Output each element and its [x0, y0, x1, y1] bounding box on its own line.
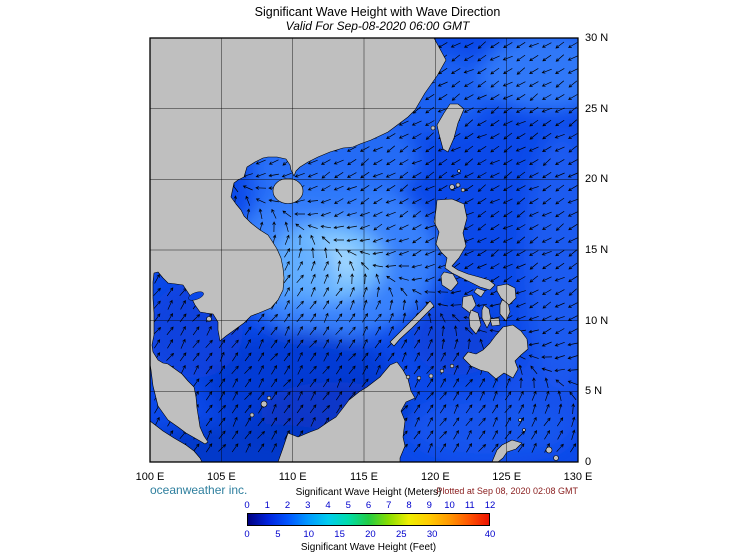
lon-label: 100 E	[135, 471, 165, 483]
meters-tick: 0	[244, 500, 250, 511]
lat-label: 30 N	[585, 32, 609, 44]
meters-tick: 6	[365, 500, 372, 511]
land-masses	[150, 38, 559, 462]
feet-tick: 10	[303, 529, 315, 540]
feet-tick: 0	[244, 529, 250, 540]
legend-meters-ticks: 0 1 2 3 4 5 6 7 8 9 10 11 12	[244, 500, 495, 511]
lon-label: 110 E	[278, 471, 307, 483]
meters-tick: 2	[284, 500, 291, 511]
lat-label: 15 N	[585, 244, 609, 256]
meters-tick: 4	[325, 500, 331, 511]
meters-tick: 11	[464, 500, 475, 511]
legend-feet-ticks: 0 5 10 15 20 25 30 40	[244, 529, 495, 540]
map-layers	[150, 38, 578, 462]
lon-label: 115 E	[350, 471, 378, 483]
plotted-timestamp: Plotted at Sep 08, 2020 02:08 GMT	[436, 486, 578, 496]
meters-tick: 7	[386, 500, 392, 511]
feet-tick: 20	[365, 529, 376, 540]
feet-tick: 15	[334, 529, 345, 540]
lon-label: 130 E	[563, 471, 593, 483]
meters-tick: 10	[444, 500, 455, 511]
graticule	[150, 38, 578, 462]
meters-tick: 8	[406, 500, 412, 511]
lon-label: 105 E	[206, 471, 236, 483]
valid-time-subtitle: Valid For Sep-08-2020 06:00 GMT	[285, 19, 470, 33]
legend-meters-title: Significant Wave Height (Meters)	[295, 487, 442, 498]
lon-label: 120 E	[420, 471, 450, 483]
meters-tick: 3	[305, 500, 311, 511]
lat-label: 25 N	[585, 102, 609, 115]
credit-text: oceanweather inc.	[150, 483, 248, 497]
meters-tick: 5	[345, 500, 351, 511]
legend-colorbar	[247, 513, 490, 526]
feet-tick: 30	[426, 529, 438, 540]
legend-feet-title: Significant Wave Height (Feet)	[300, 542, 437, 553]
lat-label: 20 N	[585, 173, 609, 186]
map-frame	[149, 37, 579, 463]
lat-label: 0	[585, 456, 592, 468]
page-title: Significant Wave Height with Wave Direct…	[254, 5, 501, 19]
feet-tick: 25	[396, 529, 407, 540]
feet-tick: 5	[275, 529, 281, 540]
meters-tick: 1	[264, 500, 270, 511]
lon-label: 125 E	[492, 471, 522, 483]
lat-label: 10 N	[585, 314, 609, 327]
meters-tick: 12	[484, 500, 496, 511]
feet-tick: 40	[484, 529, 496, 540]
meters-tick: 9	[426, 500, 432, 511]
lat-label: 5 N	[585, 385, 603, 398]
lake	[188, 291, 204, 301]
